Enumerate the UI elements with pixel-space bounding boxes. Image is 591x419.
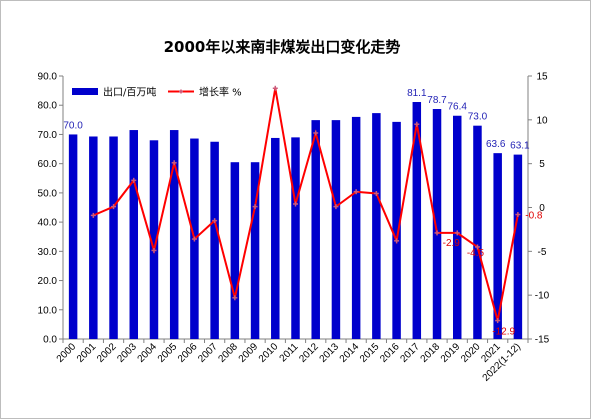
right-tick-label: 10 — [536, 115, 548, 126]
x-tick-label: 2016 — [378, 341, 402, 365]
data-labels: 70.0 81.178.776.473.0 63.6 63.1 -2.9 -4.5 -12.… — [63, 88, 543, 338]
bar — [89, 136, 98, 339]
bar-data-label: 76.4 — [448, 102, 468, 113]
right-tick-label: 15 — [536, 72, 548, 83]
x-tick-label: 2011 — [278, 341, 301, 364]
x-tick-label: 2000 — [55, 341, 79, 365]
bar-data-label: 70.0 — [63, 120, 83, 131]
chart-title: 2000年以来南非煤炭出口变化走势 — [164, 38, 401, 56]
bar-data-label: 81.1 — [407, 88, 427, 99]
left-tick-label: 90.0 — [38, 72, 58, 83]
left-tick-label: 40.0 — [38, 218, 58, 229]
bar — [351, 116, 361, 340]
x-tick-label: 2003 — [115, 341, 139, 365]
right-tick-label: 5 — [539, 159, 545, 170]
line-data-label: -2.9 — [443, 238, 461, 249]
bar — [372, 113, 381, 340]
right-tick-label: -5 — [538, 247, 547, 258]
right-tick-label: -10 — [535, 291, 550, 302]
line-data-label: -12.9 — [492, 327, 515, 338]
x-tick-label: 2020 — [459, 341, 483, 365]
bar — [210, 141, 219, 339]
legend-line-label: 增长率 % — [199, 86, 242, 99]
bar — [169, 130, 179, 339]
bar — [291, 137, 300, 339]
x-tick-label: 2008 — [216, 341, 240, 365]
x-tick-label: 2010 — [257, 341, 281, 365]
x-tick-label: 2004 — [136, 341, 160, 365]
left-tick-label: 20.0 — [38, 276, 58, 287]
bar — [452, 115, 462, 340]
legend-bar-label: 出口/百万吨 — [103, 86, 156, 99]
x-tick-label: 2007 — [196, 341, 220, 365]
bar — [68, 134, 78, 339]
bar-series — [68, 102, 523, 340]
line-data-label: -0.8 — [525, 211, 543, 222]
bar-data-label: 63.1 — [510, 141, 530, 152]
bar — [331, 120, 341, 340]
bar — [311, 120, 320, 340]
bar — [392, 121, 401, 339]
x-tick-label: 2012 — [297, 341, 321, 365]
right-tick-label: -15 — [535, 335, 550, 346]
left-tick-label: 30.0 — [38, 247, 58, 258]
x-tick-label: 2019 — [439, 341, 463, 365]
bar — [432, 109, 442, 339]
bar — [473, 125, 482, 339]
x-tick-label: 2002 — [95, 341, 119, 365]
x-tick-label: 2009 — [237, 341, 261, 365]
right-tick-label: 0 — [539, 203, 545, 214]
left-tick-label: 50.0 — [38, 188, 58, 199]
x-tick-label: 2005 — [156, 341, 180, 365]
x-tick-label: 2014 — [338, 341, 362, 365]
x-tick-label: 2013 — [318, 341, 342, 365]
left-tick-label: 10.0 — [38, 305, 58, 316]
x-tick-label: 2015 — [358, 341, 382, 365]
bar — [513, 154, 523, 339]
legend: 出口/百万吨 增长率 % — [72, 86, 242, 99]
bar — [412, 102, 422, 339]
x-tick-label: 2006 — [176, 341, 200, 365]
x-tick-label: 2001 — [75, 341, 99, 365]
x-tick-label: 2018 — [419, 341, 443, 365]
bar — [109, 136, 118, 339]
bar-data-label: 78.7 — [427, 95, 447, 106]
bar — [149, 140, 159, 339]
growth-line — [92, 88, 519, 321]
bar-data-label: 63.6 — [486, 139, 506, 150]
line-series — [90, 85, 521, 324]
left-tick-label: 60.0 — [38, 159, 58, 170]
line-data-label: -4.5 — [467, 248, 485, 259]
legend-bar-swatch — [72, 88, 98, 95]
bar — [129, 130, 139, 339]
bar-data-label: 73.0 — [468, 112, 488, 123]
x-tick-label: 2017 — [398, 341, 422, 365]
bar — [493, 153, 502, 339]
bar — [230, 162, 240, 339]
left-tick-label: 70.0 — [38, 130, 58, 141]
left-tick-label: 80.0 — [38, 101, 58, 112]
bar — [250, 162, 260, 339]
bar — [271, 137, 280, 339]
left-tick-label: 0.0 — [43, 335, 57, 346]
